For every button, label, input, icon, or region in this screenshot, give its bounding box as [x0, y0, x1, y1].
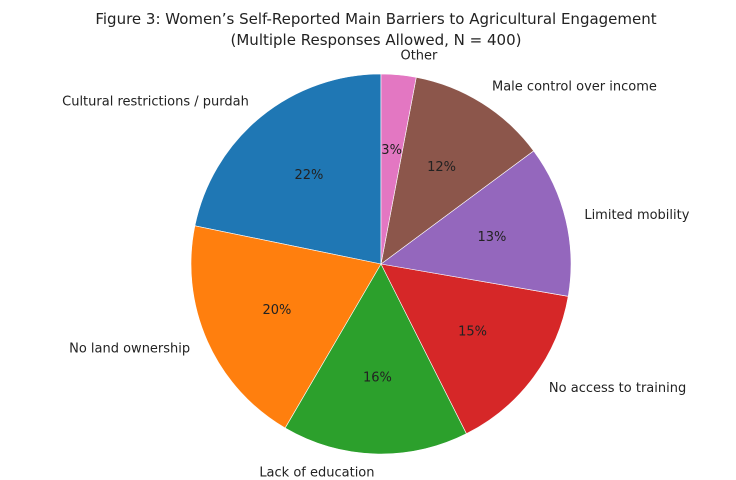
pie-slices — [190, 73, 572, 455]
slice-category-label: Other — [400, 48, 438, 63]
slice-category-label: No access to training — [549, 381, 686, 396]
slice-percent-label: 22% — [294, 168, 323, 183]
slice-percent-label: 3% — [381, 143, 402, 158]
pie-category-labels: Cultural restrictions / purdah No land ow… — [62, 48, 690, 480]
slice-percent-label: 15% — [458, 324, 487, 339]
pie-slice — [380, 76, 535, 265]
pie-slice — [380, 263, 569, 435]
chart-title-line-2: (Multiple Responses Allowed, N = 400) — [231, 31, 522, 49]
slice-category-label: Limited mobility — [584, 208, 689, 223]
slice-percent-label: 16% — [363, 370, 392, 385]
pie-slice — [284, 263, 467, 455]
pie-slice — [380, 150, 572, 297]
slice-category-label: No land ownership — [69, 342, 190, 357]
slice-percent-label: 20% — [262, 303, 291, 318]
pie-slice — [190, 225, 382, 429]
pie-percent-labels: 22% 20% 16% 15% 13% 12% 3% — [262, 143, 506, 385]
pie-slice — [194, 73, 382, 265]
slice-percent-label: 13% — [477, 230, 506, 245]
chart-title: Figure 3: Women’s Self-Reported Main Bar… — [95, 10, 656, 49]
slice-category-label: Cultural restrictions / purdah — [62, 95, 249, 110]
slice-category-label: Lack of education — [259, 465, 374, 480]
slice-category-label: Male control over income — [492, 79, 657, 94]
slice-percent-label: 12% — [427, 160, 456, 175]
pie-slice — [380, 73, 417, 265]
chart-title-line-1: Figure 3: Women’s Self-Reported Main Bar… — [95, 10, 656, 28]
